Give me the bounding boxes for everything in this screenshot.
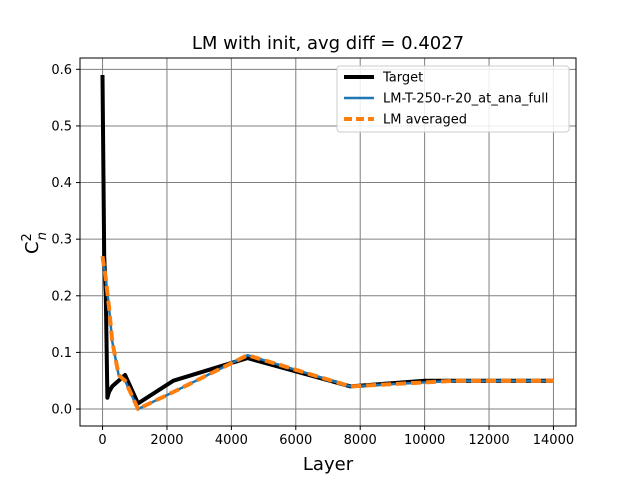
x-tick-label: 14000 [533, 433, 574, 448]
legend-label: LM averaged [383, 113, 467, 128]
x-tick-label: 8000 [344, 433, 377, 448]
y-axis-label: C2n [20, 232, 50, 254]
legend-label: LM-T-250-r-20_at_ana_full [383, 92, 548, 107]
y-tick-label: 0.2 [51, 289, 72, 304]
axis-ticks: 0 2000 4000 6000 8000 10000 12000 14000 0.0 0.1 0.… [51, 63, 574, 448]
plot-area-frame [79, 57, 577, 427]
chart-title: LM with init, avg diff = 0.4027 [192, 33, 464, 54]
y-tick-label: 0.0 [51, 403, 72, 418]
y-tick-label: 0.3 [51, 233, 72, 248]
x-tick-label: 4000 [215, 433, 248, 448]
x-tick-label: 6000 [279, 433, 312, 448]
y-tick-label: 0.4 [51, 176, 72, 191]
legend-box [336, 65, 570, 133]
x-tick-label: 10000 [404, 433, 445, 448]
y-axis-label-superscript: 2 [20, 233, 35, 241]
legend-label: Target [382, 71, 423, 86]
x-tick-label: 2000 [150, 433, 183, 448]
y-tick-label: 0.5 [51, 119, 72, 134]
x-tick-label: 0 [98, 433, 106, 448]
series-lines [100, 74, 554, 411]
x-tick-label: 12000 [468, 433, 509, 448]
x-axis-label: Layer [303, 454, 354, 475]
y-tick-label: 0.6 [51, 63, 72, 78]
y-axis-label-subscript: n [35, 232, 50, 240]
legend: Target LM-T-250-r-20_at_ana_full LM averag… [336, 65, 570, 133]
y-tick-label: 0.1 [51, 346, 72, 361]
series-line-3 [100, 255, 554, 411]
